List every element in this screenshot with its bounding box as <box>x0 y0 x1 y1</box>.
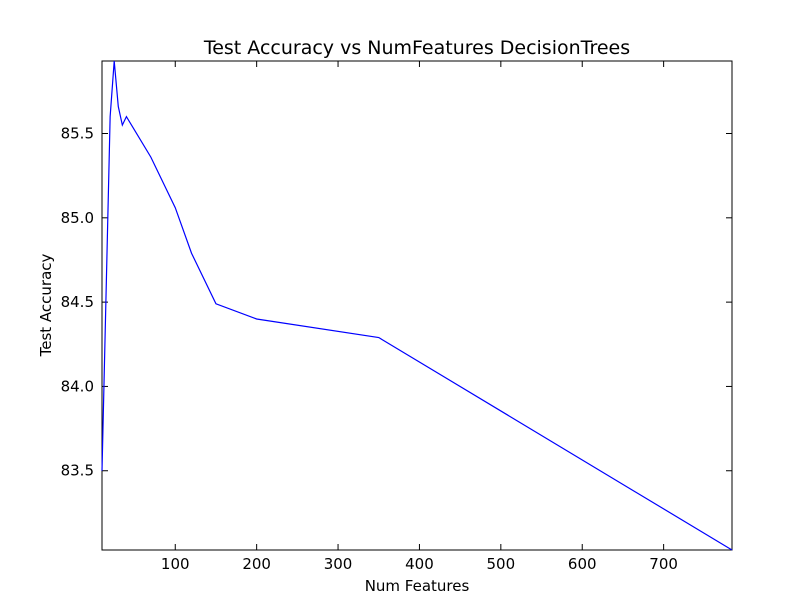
plot-area: 100 200 300 400 500 600 700 83.5 84.0 84.5 85.0 85.… <box>61 60 733 573</box>
x-tick-label: 700 <box>649 555 678 573</box>
y-tick-label: 85.0 <box>61 209 94 227</box>
x-tick-label: 400 <box>405 555 434 573</box>
series-line <box>101 60 733 551</box>
y-tick-label: 84.0 <box>61 377 94 395</box>
x-tick-label: 500 <box>487 555 516 573</box>
y-axis-label: Test Accuracy <box>37 253 55 357</box>
x-tick-label: 600 <box>568 555 597 573</box>
x-axis-label: Num Features <box>365 577 470 595</box>
y-tick-label: 85.5 <box>61 125 94 143</box>
x-tick-label: 100 <box>161 555 190 573</box>
x-tick-label: 300 <box>324 555 353 573</box>
plot-frame <box>101 60 733 551</box>
x-tick-label: 200 <box>242 555 271 573</box>
y-tick-label: 83.5 <box>61 462 94 480</box>
axis-ticks: 100 200 300 400 500 600 700 83.5 84.0 84.5 85.0 85.… <box>61 61 732 573</box>
chart-title: Test Accuracy vs NumFeatures DecisionTre… <box>203 37 630 59</box>
y-tick-label: 84.5 <box>61 293 94 311</box>
